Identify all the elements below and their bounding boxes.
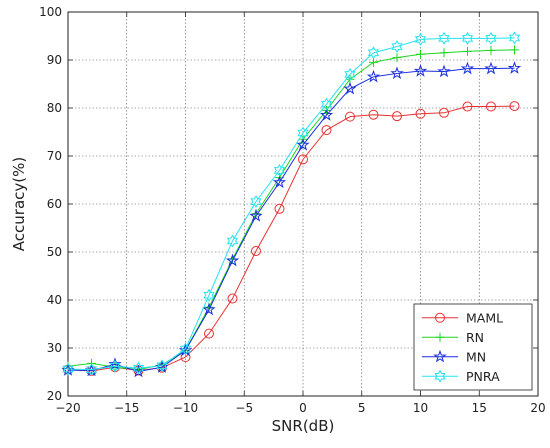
data-point-mn [390, 66, 404, 80]
data-point-mn [413, 64, 428, 77]
data-point-maml [227, 293, 238, 304]
legend-marker-pnra [434, 369, 446, 383]
data-point-maml [321, 125, 332, 136]
legend-marker-mn [433, 349, 447, 363]
data-point-mn [460, 61, 475, 75]
data-point-mn [343, 81, 357, 95]
data-point-mn [296, 137, 310, 151]
legend-marker-maml [435, 312, 445, 323]
data-point-mn [272, 175, 287, 189]
data-point-maml [251, 246, 261, 257]
data-point-rn [510, 45, 519, 55]
legend-label-maml: MAML [466, 310, 503, 325]
data-point-rn [416, 49, 425, 59]
data-point-rn [392, 53, 402, 63]
data-point-rn [369, 57, 378, 67]
y-tick-label: 70 [47, 149, 62, 163]
data-point-pnra [367, 46, 380, 60]
data-point-mn [319, 108, 334, 121]
data-point-pnra [485, 31, 497, 45]
data-point-maml [415, 108, 426, 119]
data-point-pnra [391, 40, 403, 54]
legend-label-rn: RN [466, 330, 484, 345]
y-tick-label: 80 [47, 101, 62, 115]
x-tick-label: −5 [235, 401, 253, 415]
data-point-rn [439, 48, 449, 58]
legend-box [413, 303, 533, 391]
data-point-pnra [508, 31, 521, 45]
y-tick-label: 60 [47, 197, 62, 211]
data-point-pnra [461, 31, 474, 45]
data-point-mn [225, 253, 240, 267]
data-point-pnra [414, 32, 427, 46]
data-point-rn [463, 46, 472, 56]
data-point-pnra [438, 31, 450, 45]
legend-label-pnra: PNRA [466, 369, 500, 384]
x-tick-label: −10 [173, 401, 198, 415]
x-tick-label: 5 [358, 401, 366, 415]
data-point-pnra [156, 359, 168, 373]
y-tick-label: 50 [47, 245, 62, 259]
y-axis-label: Accuracy(%) [10, 157, 28, 251]
data-point-mn [366, 69, 381, 83]
data-point-maml [509, 101, 520, 112]
x-tick-label: 20 [530, 401, 545, 415]
y-tick-label: 20 [47, 389, 62, 403]
data-point-pnra [297, 126, 309, 140]
data-point-maml [204, 328, 214, 339]
data-point-mn [437, 64, 451, 78]
x-axis-label: SNR(dB) [272, 417, 335, 435]
data-point-maml [274, 203, 285, 214]
data-point-mn [249, 208, 263, 222]
data-point-maml [345, 111, 355, 122]
data-point-maml [392, 111, 402, 122]
data-point-maml [298, 154, 308, 165]
data-point-rn [486, 45, 496, 55]
legend-marker-rn [435, 332, 445, 342]
data-point-mn [507, 61, 522, 74]
y-tick-label: 30 [47, 341, 62, 355]
x-tick-label: −20 [55, 401, 80, 415]
data-point-pnra [203, 288, 215, 302]
x-tick-label: 10 [413, 401, 428, 415]
y-tick-label: 90 [47, 53, 62, 67]
data-point-pnra [62, 362, 74, 376]
x-tick-label: −15 [114, 401, 139, 415]
data-point-pnra [109, 359, 121, 373]
data-point-mn [202, 302, 216, 316]
legend-label-mn: MN [466, 349, 486, 364]
y-tick-label: 100 [39, 5, 62, 19]
data-point-maml [439, 107, 449, 118]
axes-frame [67, 11, 539, 397]
data-point-pnra [320, 97, 333, 111]
data-point-maml [368, 109, 379, 120]
x-tick-label: 15 [472, 401, 487, 415]
data-point-maml [486, 101, 496, 112]
x-tick-label: 0 [299, 401, 307, 415]
data-point-pnra [85, 363, 98, 377]
data-point-pnra [344, 67, 356, 81]
data-point-maml [462, 101, 473, 112]
data-point-mn [484, 61, 498, 75]
data-point-pnra [132, 361, 145, 375]
data-point-pnra [273, 163, 286, 177]
data-point-pnra [226, 234, 239, 248]
data-point-pnra [250, 195, 262, 209]
y-tick-label: 40 [47, 293, 62, 307]
data-point-pnra [179, 342, 192, 356]
